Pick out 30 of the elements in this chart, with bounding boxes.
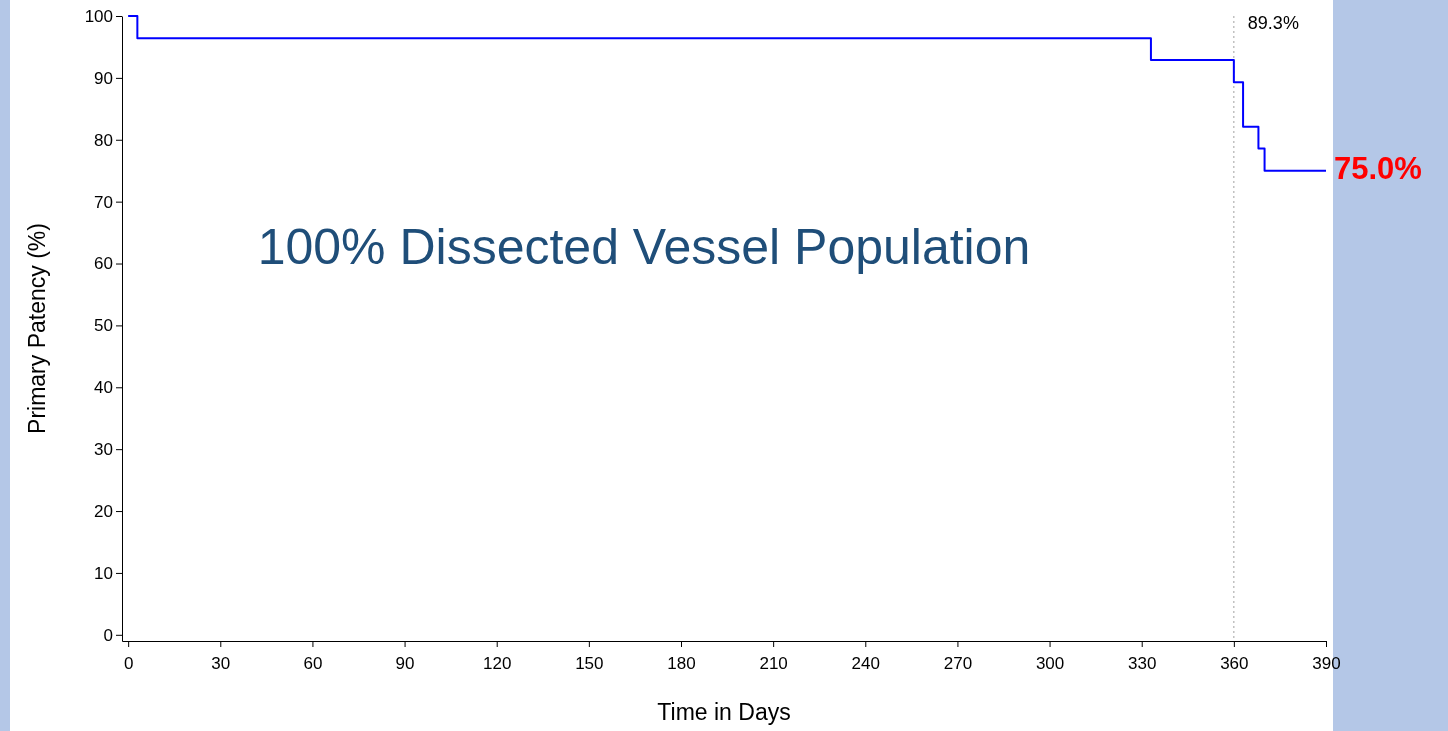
y-tick-label: 70 bbox=[94, 192, 113, 212]
x-axis-title: Time in Days bbox=[657, 699, 791, 725]
x-tick-label: 390 bbox=[1312, 653, 1341, 673]
x-tick-label: 150 bbox=[575, 653, 604, 673]
y-tick-label: 20 bbox=[94, 501, 113, 521]
y-axis-title: Primary Patency (%) bbox=[24, 223, 50, 434]
annotation: 75.0% bbox=[1334, 150, 1422, 186]
x-tick-label: 30 bbox=[211, 653, 231, 673]
x-tick-label: 60 bbox=[303, 653, 323, 673]
x-tick-label: 360 bbox=[1220, 653, 1249, 673]
x-tick-label: 300 bbox=[1035, 653, 1065, 673]
x-tick-label: 180 bbox=[667, 653, 696, 673]
y-tick-label: 0 bbox=[103, 625, 113, 645]
x-tick-label: 330 bbox=[1128, 653, 1157, 673]
x-tick-label: 120 bbox=[483, 653, 512, 673]
y-tick-label: 80 bbox=[94, 130, 113, 150]
y-tick-label: 100 bbox=[84, 6, 113, 26]
x-tick-label: 210 bbox=[759, 653, 788, 673]
y-tick-label: 40 bbox=[94, 378, 113, 398]
x-tick-label: 0 bbox=[123, 653, 134, 673]
text: 100% Dissected Vessel Population bbox=[257, 218, 1031, 275]
y-tick-label: 30 bbox=[94, 440, 113, 460]
y-tick-label: 10 bbox=[94, 563, 113, 583]
x-tick-label: 90 bbox=[395, 653, 415, 673]
y-tick-label: 50 bbox=[94, 316, 113, 336]
annotation: 89.3% bbox=[1247, 13, 1299, 33]
y-tick-label: 90 bbox=[94, 68, 113, 88]
x-tick-label: 270 bbox=[943, 653, 973, 673]
x-tick-label: 240 bbox=[851, 653, 880, 673]
y-tick-label: 60 bbox=[94, 254, 113, 274]
